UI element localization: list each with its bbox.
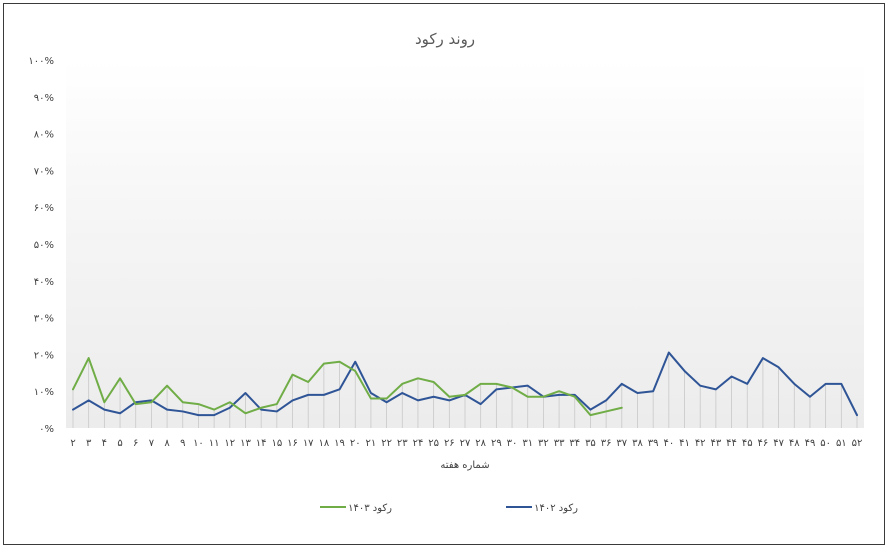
legend: رکود ۱۴۰۳ رکود ۱۴۰۲: [320, 503, 578, 514]
x-tick-label: ۱۱: [209, 438, 220, 449]
x-tick-label: ۳: [86, 438, 92, 449]
x-tick-label: ۹: [180, 438, 185, 449]
x-tick-label: ۳۱: [522, 438, 533, 449]
x-axis-ticks: ۲ ۳ ۴ ۵ ۶ ۷ ۸ ۹ ۱۰ ۱۱ ۱۲ ۱۳ ۱۴ ۱۵ ۱۶ ۱۷ ۱۸ ۱۹ ۲۰ ۲۱ ۲۲ ۲۳ ۲۴ ۲۵…: [70, 438, 862, 449]
x-tick-label: ۳۳: [554, 438, 565, 449]
x-tick-label: ۲۳: [397, 438, 408, 449]
x-tick-label: ۴۲: [695, 438, 706, 449]
y-tick-label: ۱۰%: [34, 387, 54, 398]
series-layer: [72, 351, 858, 417]
x-tick-label: ۱۸: [319, 438, 330, 449]
x-tick-label: ۲۷: [460, 438, 471, 449]
x-tick-label: ۲۰: [350, 438, 361, 449]
x-tick-label: ۳۴: [569, 438, 580, 449]
y-tick-label: ۳۰%: [34, 314, 54, 325]
x-tick-label: ۲۹: [491, 438, 502, 449]
x-tick-label: ۴۹: [805, 438, 816, 449]
plot-area: [66, 60, 864, 428]
x-tick-label: ۱۰: [193, 438, 204, 449]
drop-lines: [72, 352, 858, 428]
x-tick-label: ۴۴: [726, 438, 737, 449]
x-tick-label: ۴۸: [789, 438, 800, 449]
x-tick-label: ۴: [102, 438, 107, 449]
x-tick-label: ۳۵: [585, 438, 596, 449]
x-tick-label: ۱۵: [271, 438, 282, 449]
x-tick-label: ۲: [70, 438, 75, 449]
x-tick-label: ۶: [133, 438, 138, 449]
x-tick-label: ۵: [117, 438, 122, 449]
legend-label: رکود ۱۴۰۳: [348, 503, 392, 514]
y-tick-label: ۱۰۰%: [28, 56, 54, 67]
legend-label: رکود ۱۴۰۲: [534, 503, 578, 514]
x-tick-label: ۴۵: [742, 438, 753, 449]
x-tick-label: ۲۴: [413, 438, 424, 449]
y-tick-label: ۵۰%: [34, 240, 54, 251]
x-tick-label: ۳۰: [507, 438, 518, 449]
x-axis-label: شماره هفته: [440, 460, 489, 471]
x-tick-label: ۲۸: [475, 438, 486, 449]
y-tick-label: ۶۰%: [34, 203, 54, 214]
x-tick-label: ۱۶: [287, 438, 298, 449]
y-tick-label: ۰%: [39, 424, 54, 435]
y-tick-label: ۴۰%: [34, 277, 54, 288]
x-tick-label: ۲۶: [444, 438, 455, 449]
x-tick-label: ۱۲: [224, 438, 235, 449]
y-axis-ticks: ۰% ۱۰% ۲۰% ۳۰% ۴۰% ۵۰% ۶۰% ۷۰% ۸۰% ۹۰% ۱۰۰%: [28, 56, 54, 435]
series-line: [72, 357, 623, 417]
x-tick-label: ۳۸: [632, 438, 643, 449]
x-tick-label: ۴۱: [679, 438, 690, 449]
x-tick-label: ۲۲: [381, 438, 392, 449]
x-tick-label: ۵۱: [836, 438, 847, 449]
x-tick-label: ۵۲: [852, 438, 863, 449]
x-tick-label: ۳۷: [616, 438, 627, 449]
x-tick-label: ۴۰: [663, 438, 674, 449]
x-tick-label: ۱۴: [256, 438, 267, 449]
x-tick-label: ۱۷: [303, 438, 314, 449]
y-tick-label: ۷۰%: [34, 166, 54, 177]
x-tick-label: ۴۷: [773, 438, 784, 449]
x-tick-label: ۳۲: [538, 438, 549, 449]
x-tick-label: ۷: [149, 438, 155, 449]
chart-title: روند رکود: [415, 30, 475, 48]
x-tick-label: ۵۰: [820, 438, 831, 449]
y-tick-label: ۲۰%: [34, 350, 54, 361]
x-tick-label: ۸: [164, 438, 170, 449]
x-tick-label: ۴۶: [758, 438, 769, 449]
y-tick-label: ۹۰%: [34, 93, 54, 104]
x-tick-label: ۳۶: [601, 438, 612, 449]
x-tick-label: ۱۹: [334, 438, 345, 449]
x-tick-label: ۲۱: [366, 438, 377, 449]
x-tick-label: ۲۵: [428, 438, 439, 449]
x-tick-label: ۱۳: [240, 438, 251, 449]
y-tick-label: ۸۰%: [34, 130, 54, 141]
x-tick-label: ۴۳: [711, 438, 722, 449]
x-tick-label: ۳۹: [648, 438, 659, 449]
